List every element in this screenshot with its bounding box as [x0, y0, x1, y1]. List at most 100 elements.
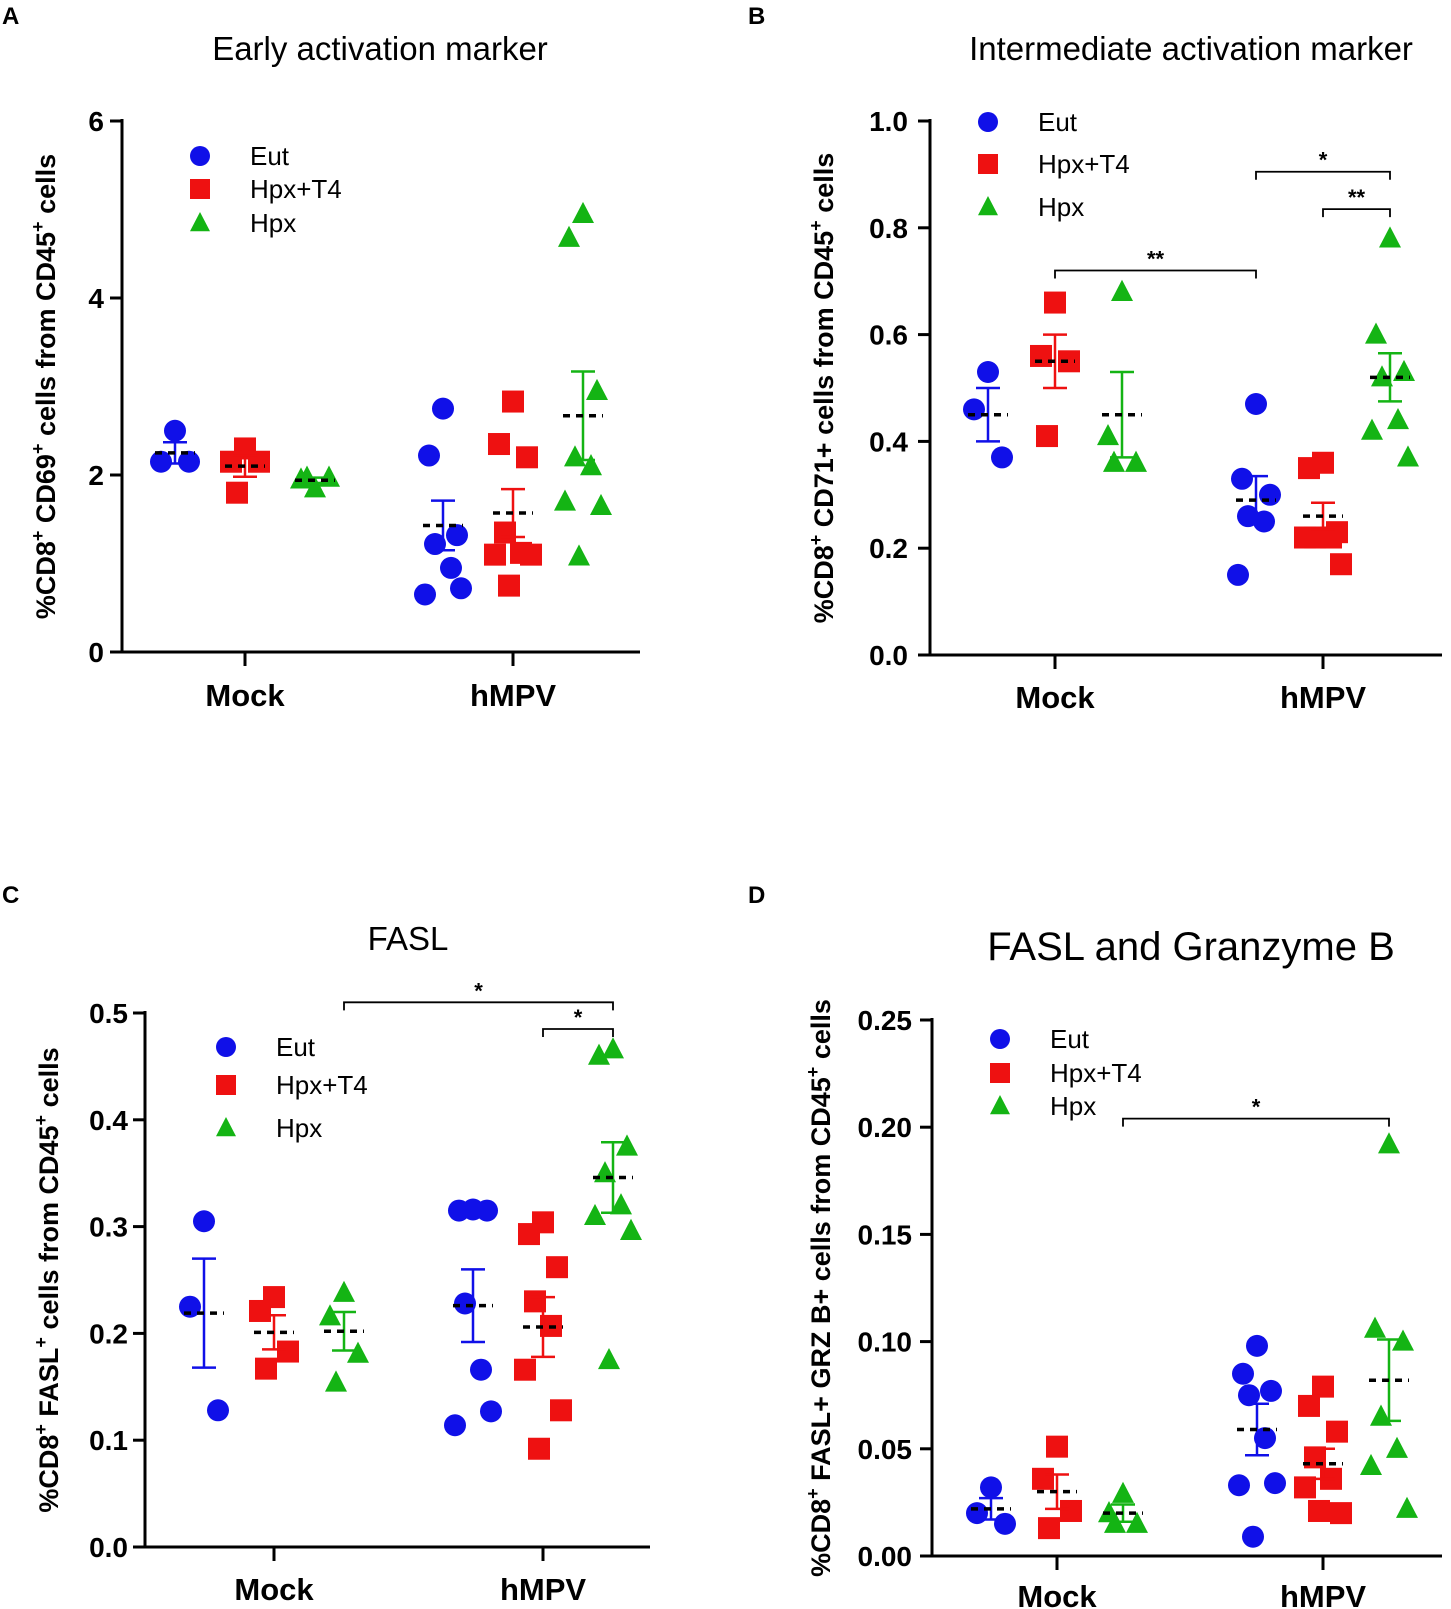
- data-point: [568, 544, 590, 566]
- legend-marker-eut: [978, 112, 998, 132]
- data-point: [980, 1476, 1002, 1499]
- data-point: [347, 1341, 369, 1363]
- data-point: [1264, 1472, 1286, 1495]
- y-tick-label: 0.6: [869, 320, 908, 351]
- data-point: [248, 450, 270, 473]
- y-tick-label: 0.0: [89, 1532, 128, 1563]
- y-label-part: CD69: [31, 454, 61, 531]
- x-category-label: Mock: [234, 1572, 314, 1607]
- legend-label: Hpx+T4: [1050, 1058, 1142, 1088]
- data-point: [1253, 510, 1275, 533]
- y-tick-label: 6: [88, 106, 104, 137]
- data-point: [454, 1292, 476, 1315]
- data-point: [1360, 1453, 1382, 1476]
- data-point: [546, 1256, 568, 1279]
- data-point: [1361, 418, 1383, 440]
- y-tick-label: 0.1: [89, 1425, 128, 1456]
- data-point: [164, 419, 186, 442]
- data-point: [470, 1358, 492, 1381]
- y-tick-label: 0.5: [89, 998, 128, 1029]
- data-point: [518, 1223, 540, 1246]
- data-point: [620, 1218, 642, 1240]
- legend-label: Eut: [1038, 107, 1078, 137]
- y-label-superscript: +: [803, 1067, 823, 1078]
- significance-label: **: [1348, 185, 1366, 210]
- legend-marker-hpx-t4: [216, 1075, 236, 1095]
- y-tick-label: 0.15: [858, 1219, 913, 1250]
- data-point: [1294, 1476, 1316, 1499]
- data-point: [1330, 1502, 1352, 1525]
- y-label-part: cells: [809, 153, 839, 221]
- panel-letter: C: [2, 882, 19, 909]
- legend-marker-eut: [990, 1029, 1010, 1049]
- data-point: [448, 1199, 470, 1222]
- y-label-part: %CD8: [31, 541, 61, 619]
- data-point: [1112, 1481, 1134, 1503]
- data-point: [572, 201, 594, 223]
- y-label-superscript: +: [31, 1424, 51, 1435]
- significance-bracket: [1054, 269, 1257, 279]
- data-point: [1397, 445, 1419, 467]
- y-tick-label: 0.3: [89, 1212, 128, 1243]
- x-category-label: Mock: [1015, 680, 1095, 715]
- legend-label: Hpx: [1038, 192, 1084, 222]
- legend-marker-hpx-t4: [190, 179, 210, 199]
- data-point: [446, 524, 468, 547]
- data-point: [1232, 1362, 1254, 1385]
- y-axis-label: %CD8+ FASL+ cells from CD45+ cells: [31, 1047, 64, 1512]
- y-label-part: CD71+ cells from CD45: [809, 231, 839, 535]
- data-point: [1036, 425, 1058, 448]
- panel-letter: A: [2, 3, 19, 30]
- data-point: [610, 1193, 632, 1215]
- significance-bracket: [1322, 208, 1391, 218]
- data-point: [1030, 344, 1052, 367]
- data-point: [1254, 1427, 1276, 1450]
- data-point: [1126, 1511, 1148, 1533]
- data-point: [1298, 457, 1320, 480]
- y-label-part: cells: [34, 1047, 64, 1115]
- data-point: [1058, 350, 1080, 373]
- data-point: [1320, 526, 1342, 549]
- data-point: [333, 1280, 355, 1302]
- data-point: [963, 398, 985, 421]
- data-point: [514, 1358, 536, 1381]
- data-point: [580, 454, 602, 476]
- y-label-superscript: +: [31, 1337, 51, 1348]
- y-axis-label: %CD8+ FASL+ GRZ B+ cells from CD45+ cell…: [803, 999, 836, 1577]
- legend-label: Hpx+T4: [276, 1070, 368, 1100]
- y-label-part: cells from CD45: [34, 1125, 64, 1337]
- legend-label: Hpx+T4: [1038, 149, 1130, 179]
- y-label-superscript: +: [806, 220, 826, 231]
- legend-label: Hpx: [1050, 1091, 1096, 1121]
- chart-title: FASL and Granzyme B: [987, 925, 1395, 969]
- data-point: [1245, 393, 1267, 416]
- significance-label: *: [474, 978, 483, 1003]
- data-point: [554, 489, 576, 511]
- data-point: [1308, 1499, 1330, 1522]
- data-point: [444, 1414, 466, 1437]
- y-label-part: cells: [31, 154, 61, 222]
- data-point: [150, 450, 172, 473]
- data-point: [1396, 1496, 1418, 1518]
- data-point: [1326, 1420, 1348, 1443]
- y-label-part: %CD8: [806, 1499, 836, 1577]
- y-tick-label: 0.10: [858, 1327, 913, 1358]
- data-point: [1046, 1435, 1068, 1458]
- data-point: [440, 556, 462, 579]
- data-point: [1387, 407, 1409, 430]
- significance-label: *: [574, 1005, 583, 1030]
- data-point: [1111, 279, 1133, 301]
- data-point: [178, 450, 200, 473]
- data-point: [1260, 1379, 1282, 1402]
- data-point: [476, 1199, 498, 1222]
- panel-letter: D: [748, 882, 765, 909]
- data-point: [558, 225, 580, 247]
- data-point: [488, 433, 510, 456]
- y-label-superscript: +: [28, 444, 48, 455]
- y-label-superscript: +: [28, 531, 48, 542]
- data-point: [1125, 450, 1147, 472]
- data-point: [277, 1340, 299, 1363]
- data-point: [528, 1437, 550, 1460]
